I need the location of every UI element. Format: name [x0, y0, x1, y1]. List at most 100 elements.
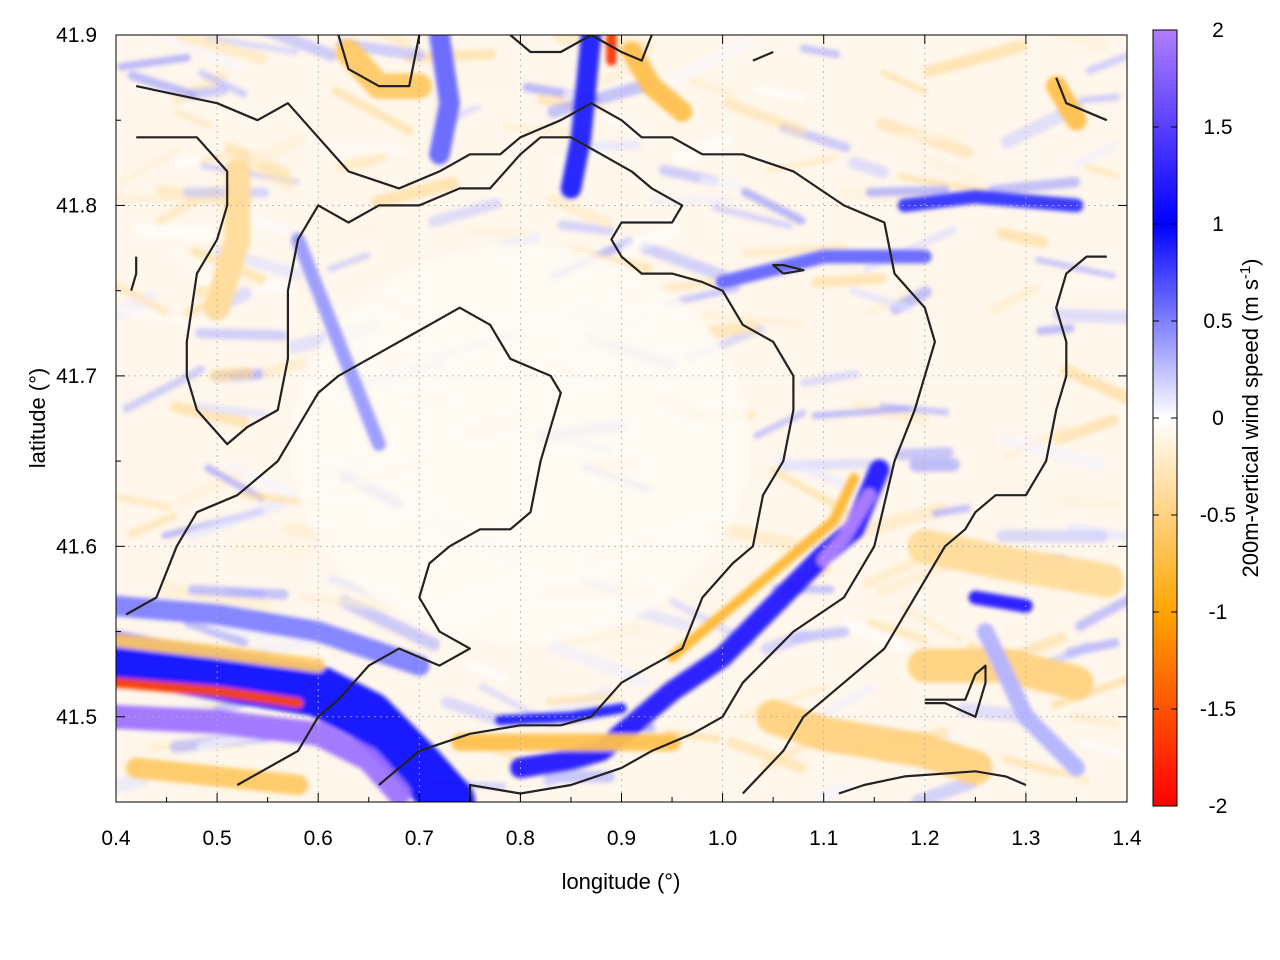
colorbar-tick-label: -1.5: [1200, 698, 1236, 721]
field-streak: [996, 227, 1048, 249]
field-streak: [117, 493, 172, 511]
field-streak: [127, 512, 178, 538]
wind-band: [897, 190, 1084, 213]
field-streak: [711, 521, 809, 554]
field-streak: [996, 529, 1108, 543]
field-streak: [1045, 35, 1108, 53]
field-streak: [153, 35, 244, 71]
x-tick-label: 0.9: [607, 827, 636, 850]
field-streak: [909, 458, 960, 472]
wind-band: [560, 35, 602, 199]
field-streak: [441, 696, 499, 724]
field-streak: [1061, 364, 1127, 415]
field-streak: [545, 692, 618, 706]
field-streak: [988, 284, 1040, 315]
x-tick-label: 1.2: [910, 827, 939, 850]
field-streak: [232, 35, 338, 62]
field-streak: [1050, 672, 1127, 709]
field-streak: [1035, 256, 1117, 280]
field-streak: [1052, 308, 1127, 325]
wind-band: [816, 488, 877, 567]
field-streak: [865, 185, 950, 197]
field-streak: [249, 134, 306, 166]
field-streak: [1056, 495, 1121, 510]
wind-band: [291, 232, 386, 451]
field-streak: [462, 92, 507, 108]
wind-band: [116, 677, 304, 709]
terrain-contour: [125, 306, 562, 786]
field-streak: [1053, 414, 1119, 445]
field-streak: [326, 144, 411, 154]
wind-band: [495, 703, 627, 726]
field-streak: [169, 401, 250, 428]
field-streak: [196, 402, 269, 419]
field-streak: [428, 198, 502, 228]
colorbar-title-superscript: -1: [1237, 266, 1254, 279]
field-streak: [209, 366, 254, 382]
field-streak: [228, 462, 301, 500]
colorbar-tick-label: 0: [1212, 407, 1224, 430]
field-streak: [186, 84, 229, 100]
field-streak: [1000, 109, 1052, 122]
y-tick-label: 41.9: [56, 24, 97, 47]
field-streak: [799, 44, 841, 59]
field-streak: [621, 223, 681, 255]
field-streak: [712, 204, 793, 230]
field-streak: [175, 35, 268, 65]
field-streak: [1072, 141, 1119, 169]
field-streak: [364, 35, 413, 49]
wind-band: [204, 158, 251, 321]
field-streak: [957, 702, 1033, 723]
field-streak: [240, 491, 314, 506]
x-tick-label: 1.4: [1112, 827, 1142, 850]
field-streak: [687, 75, 736, 99]
wind-band: [968, 590, 1033, 613]
y-tick-label: 41.5: [56, 706, 97, 729]
field-streak: [769, 466, 851, 516]
field-streak: [338, 595, 440, 651]
y-axis: 41.5 41.6 41.7 41.8 41.9: [56, 24, 1127, 803]
field-streak: [576, 638, 645, 653]
field-streak: [557, 220, 615, 236]
colorbar-tick-label: 1: [1212, 213, 1224, 236]
wind-band: [907, 529, 1124, 598]
field-streak: [547, 194, 614, 229]
field-streak: [987, 176, 1081, 196]
field-streak: [848, 286, 912, 312]
field-streak: [231, 540, 311, 557]
field-streak: [127, 70, 198, 100]
field-streak: [931, 504, 971, 518]
terrain-contour: [1055, 77, 1108, 122]
colorbar-tick-label: -0.5: [1200, 504, 1236, 527]
field-streak: [116, 306, 221, 330]
field-streak: [1066, 522, 1127, 547]
field-streak: [895, 446, 954, 461]
terrain-contour: [772, 264, 805, 275]
terrain-contour: [136, 136, 795, 786]
wind-bands: [116, 35, 1124, 802]
wind-band: [116, 704, 412, 802]
x-tick-label: 1.0: [708, 827, 737, 850]
x-tick-label: 0.6: [304, 827, 333, 850]
field-streak: [880, 69, 929, 95]
x-axis-title: longitude (°): [562, 869, 681, 894]
field-streak: [327, 252, 371, 272]
wind-band: [116, 631, 476, 802]
field-streak: [1069, 712, 1120, 729]
field-streak: [1036, 773, 1087, 785]
field-streak: [370, 177, 459, 208]
colorbar-tick-label: -1: [1209, 601, 1228, 624]
field-streak: [663, 37, 754, 88]
field-streak: [117, 53, 191, 71]
field-streak: [847, 156, 890, 179]
field-streak: [203, 35, 300, 56]
x-tick-label: 0.8: [506, 827, 535, 850]
field-streak: [174, 108, 213, 130]
x-tick-label: 1.3: [1011, 827, 1040, 850]
field-streak: [116, 191, 195, 205]
field-streak: [548, 640, 651, 688]
wind-band: [976, 623, 1086, 777]
field-streak: [922, 154, 988, 189]
field-streak: [261, 357, 307, 379]
